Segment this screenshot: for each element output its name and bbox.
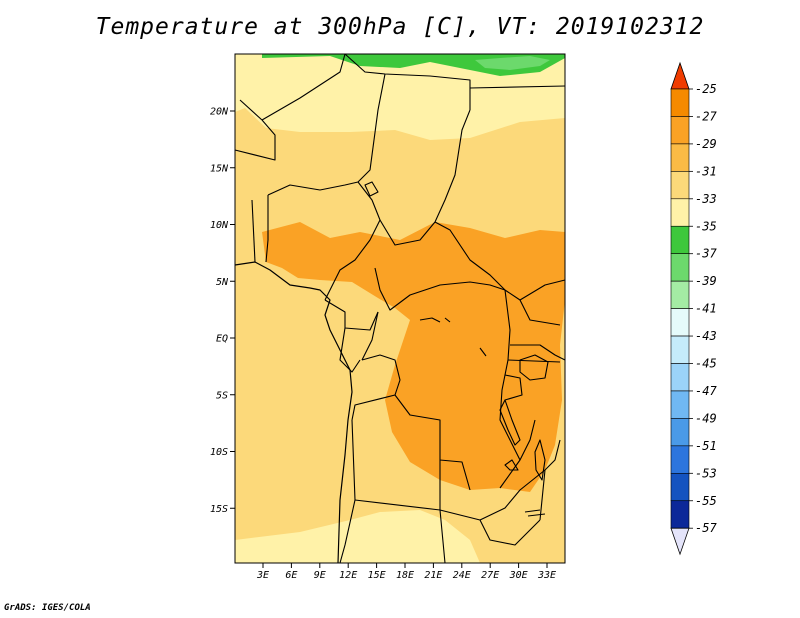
colorbar-box [670, 500, 690, 529]
latitude-axis: 20N 15N 10N 5N EQ 5S 10S 15S [210, 107, 235, 515]
colorbar-label: -47 [695, 384, 717, 398]
lon-label: 24E [453, 570, 471, 581]
longitude-axis: 3E 6E 9E 12E 15E 18E 21E 24E 27E 30E 33E [256, 563, 556, 581]
lon-label: 30E [509, 570, 528, 581]
field-lightgreen-top [475, 56, 550, 70]
lon-label: 6E [285, 570, 297, 581]
lon-label: 12E [339, 570, 357, 581]
lon-label: 9E [314, 570, 326, 581]
colorbar-label: -27 [695, 109, 717, 123]
field-pale-north [235, 54, 565, 140]
colorbar-box [670, 363, 690, 392]
lon-label: 18E [396, 570, 414, 581]
colorbar-box [670, 88, 690, 117]
colorbar-box [670, 308, 690, 337]
lon-label: 33E [537, 570, 556, 581]
colorbar-box [670, 472, 690, 502]
lat-label: 15N [210, 163, 229, 174]
field-warm-central [262, 222, 565, 492]
map-frame [234, 53, 566, 564]
colorbar-label: -53 [695, 466, 717, 480]
colorbar-top-arrow [670, 61, 690, 90]
colorbar-box [670, 253, 690, 282]
lat-label: 5S [216, 390, 228, 401]
chart-title: Temperature at 300hPa [C], VT: 201910231… [95, 14, 705, 40]
colorbar-label: -31 [695, 164, 717, 178]
colorbar: -25 -27 -29 -31 -33 -35 -37 -39 -41 -43 -45 -47 -49 -… [670, 61, 717, 556]
lon-label: 27E [481, 570, 499, 581]
footer-credit: GrADS: IGES/COLA [4, 603, 91, 613]
colorbar-label: -41 [695, 302, 717, 316]
lat-label: 10S [210, 447, 228, 458]
lon-label: 21E [424, 570, 442, 581]
colorbar-box [670, 198, 690, 227]
colorbar-box [670, 143, 690, 172]
colorbar-label: -29 [695, 137, 717, 151]
field-pale-southwest [235, 510, 480, 563]
lat-label: 10N [210, 220, 229, 231]
colorbar-box [670, 445, 690, 474]
colorbar-label: -25 [695, 82, 717, 96]
colorbar-label: -49 [695, 411, 717, 425]
colorbar-box [670, 418, 690, 447]
colorbar-box [670, 116, 690, 145]
colorbar-box [670, 225, 690, 255]
colorbar-label: -51 [695, 439, 717, 453]
lon-label: 15E [368, 570, 386, 581]
lat-label: 15S [210, 504, 228, 515]
colorbar-label: -33 [695, 192, 717, 206]
colorbar-box [670, 335, 690, 364]
colorbar-label: -55 [695, 494, 717, 508]
colorbar-box [670, 280, 690, 309]
colorbar-label: -43 [695, 329, 717, 343]
colorbar-bottom-arrow [670, 527, 690, 556]
lon-label: 3E [256, 570, 269, 581]
lat-label: 5N [216, 277, 229, 288]
colorbar-label: -39 [695, 274, 717, 288]
lat-label: 20N [210, 107, 229, 118]
lat-label: EQ [216, 334, 228, 345]
country-boundaries [234, 53, 566, 564]
colorbar-label: -35 [695, 219, 717, 233]
colorbar-box [670, 171, 690, 200]
colorbar-label: -45 [695, 357, 717, 371]
colorbar-label: -57 [695, 521, 717, 535]
colorbar-label: -37 [695, 247, 717, 261]
colorbar-box [670, 390, 690, 419]
